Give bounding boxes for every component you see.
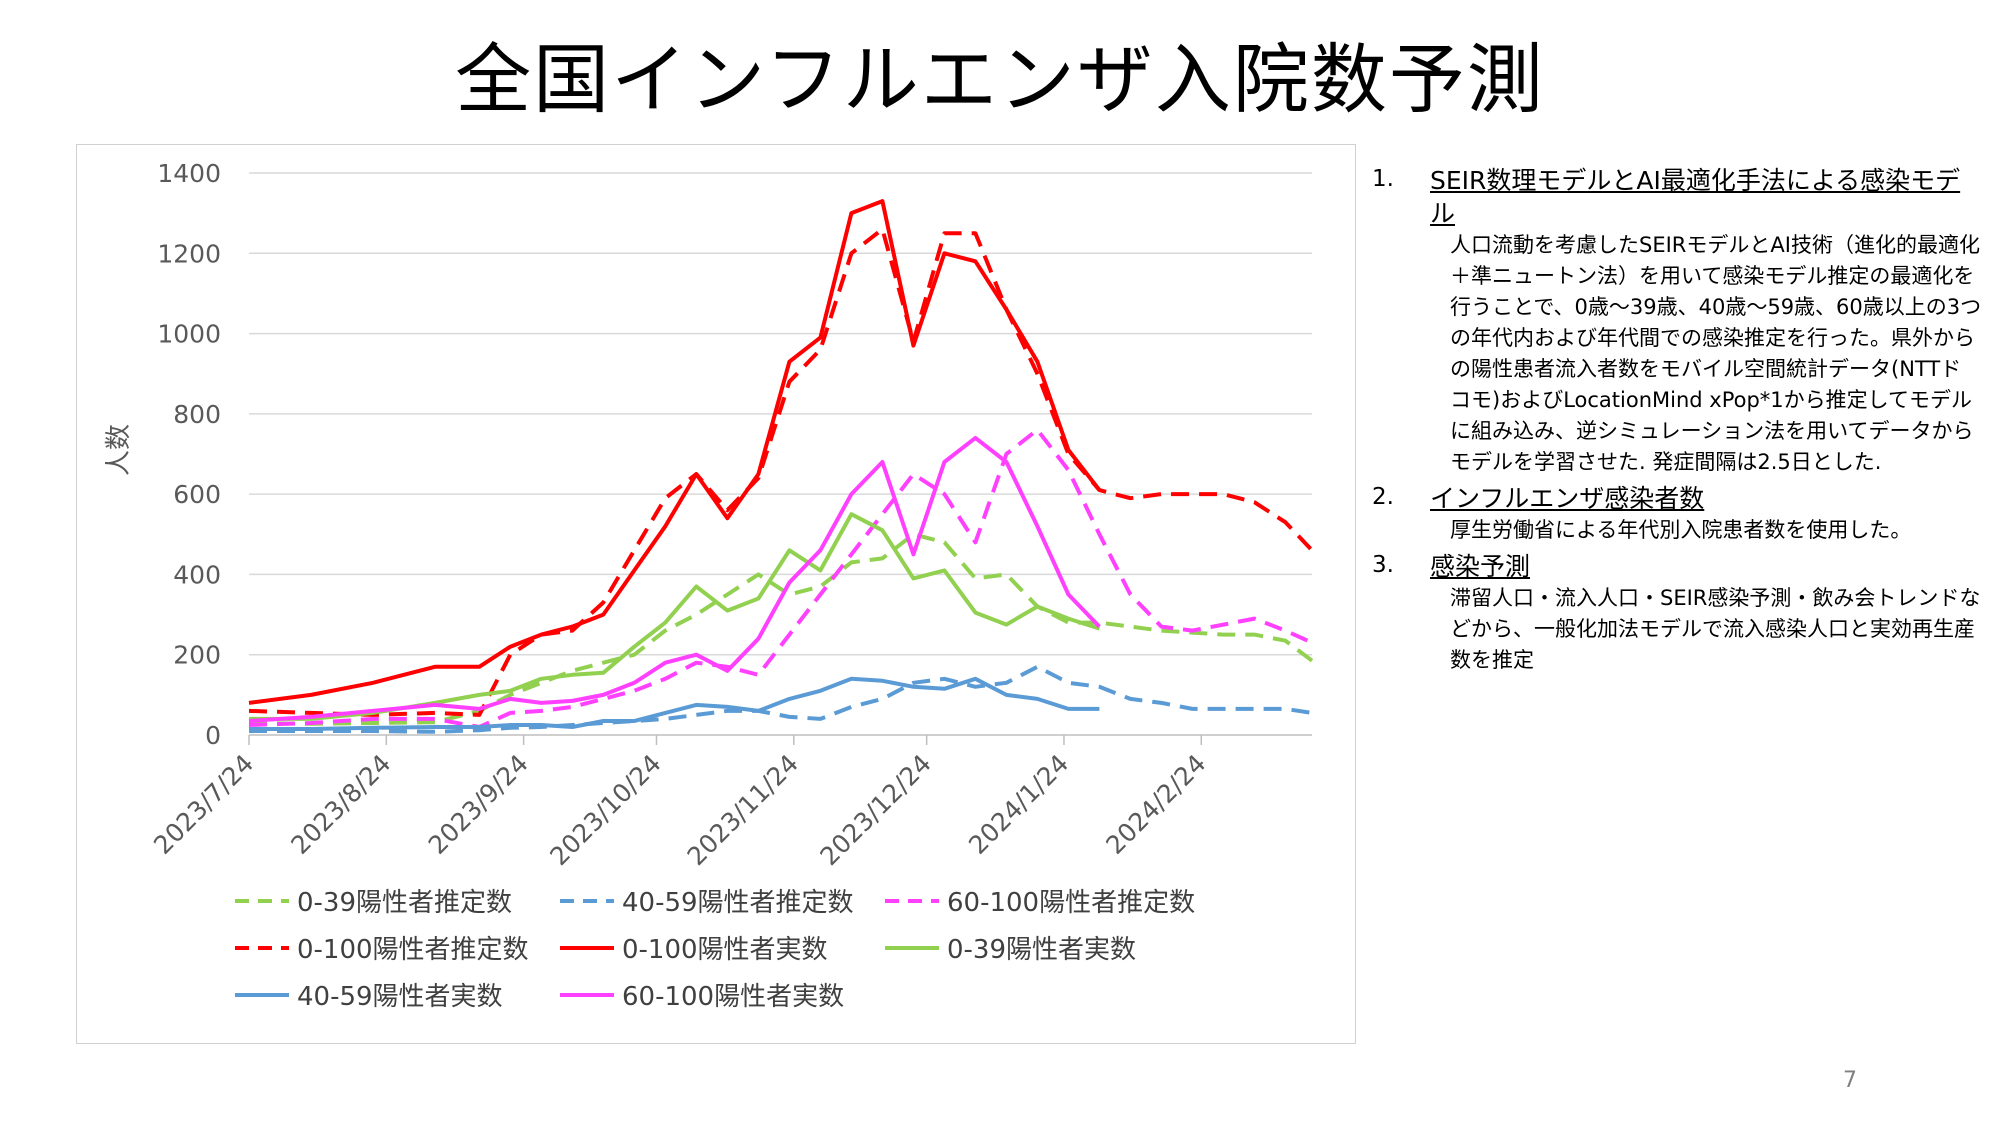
series-lines — [248, 199, 1314, 734]
x-tick-label: 2024/2/24 — [1100, 749, 1211, 860]
x-tick-labels: 2023/7/24 2023/8/24 2023/9/24 2023/10/24 202… — [148, 735, 1212, 871]
note-body: 厚生労働省による年代別入院患者数を使用した。 — [1450, 518, 1912, 542]
legend-swatch — [235, 898, 289, 903]
x-tick-label: 2023/9/24 — [423, 749, 534, 860]
legend-label: 60-100陽性者推定数 — [947, 888, 1196, 918]
chart-area: 0 200 400 600 800 1000 1200 1400 2023/7/24 2023/… — [76, 144, 1356, 1044]
series-line — [249, 512, 1101, 721]
gridlines — [249, 172, 1312, 736]
legend-label: 0-100陽性者推定数 — [297, 935, 529, 965]
notes-panel: 1. SEIR数理モデルとAI最適化手法による感染モデル 人口流動を考慮したSE… — [1372, 164, 1982, 680]
legend-label: 0-39陽性者推定数 — [297, 888, 513, 918]
legend-label: 40-59陽性者実数 — [297, 982, 503, 1012]
legend-item: 0-100陽性者推定数 — [235, 929, 529, 966]
note-heading: インフルエンザ感染者数 — [1430, 484, 1705, 513]
legend-swatch — [560, 945, 614, 950]
y-tick-label: 400 — [173, 560, 221, 589]
y-tick-label: 1400 — [157, 159, 221, 188]
legend-item: 60-100陽性者推定数 — [885, 882, 1195, 919]
y-tick-label: 1200 — [157, 239, 221, 268]
x-tick-label: 2023/11/24 — [682, 749, 804, 871]
legend-item: 0-39陽性者推定数 — [235, 882, 512, 919]
note-number: 3. — [1372, 552, 1394, 578]
legend-label: 0-100陽性者実数 — [622, 935, 828, 965]
x-tick-label: 2023/12/24 — [815, 749, 937, 871]
legend-item: 40-59陽性者推定数 — [560, 882, 854, 919]
legend-label: 60-100陽性者実数 — [622, 982, 845, 1012]
note-number: 2. — [1372, 484, 1394, 510]
series-line — [249, 664, 1313, 734]
note-body: 人口流動を考慮したSEIRモデルとAI技術（進化的最適化＋準ニュートン法）を用い… — [1450, 233, 1982, 474]
series-line — [248, 199, 1101, 705]
legend-swatch — [885, 898, 939, 903]
legend-label: 40-59陽性者推定数 — [622, 888, 854, 918]
y-tick-label: 1000 — [157, 320, 221, 349]
y-tick-label: 800 — [173, 400, 221, 429]
series-line — [248, 427, 1313, 729]
series-line — [248, 435, 1101, 723]
note-number: 1. — [1372, 166, 1394, 192]
series-line — [248, 227, 1314, 717]
legend-swatch — [235, 945, 289, 950]
x-tick-label: 2023/10/24 — [544, 749, 666, 871]
y-tick-label: 0 — [205, 721, 221, 750]
y-axis-label: 人数 — [104, 424, 134, 476]
legend-item: 40-59陽性者実数 — [235, 976, 503, 1013]
y-tick-labels: 0 200 400 600 800 1000 1200 1400 — [157, 159, 221, 750]
note-item: 2. インフルエンザ感染者数 厚生労働省による年代別入院患者数を使用した。 — [1372, 482, 1982, 546]
legend-item: 0-100陽性者実数 — [560, 929, 828, 966]
legend-swatch — [885, 945, 939, 950]
note-body: 滞留人口・流入人口・SEIR感染予測・飲み会トレンドなどから、一般化加法モデルで… — [1450, 586, 1981, 672]
y-tick-label: 600 — [173, 480, 221, 509]
page-number: 7 — [1843, 1068, 1857, 1093]
legend-swatch — [235, 992, 289, 997]
series-line — [249, 676, 1100, 731]
note-heading: 感染予測 — [1430, 552, 1531, 581]
slide-title: 全国インフルエンザ入院数予測 — [455, 35, 1545, 124]
legend-swatch — [560, 898, 614, 903]
x-tick-label: 2023/8/24 — [285, 749, 396, 860]
note-heading: SEIR数理モデルとAI最適化手法による感染モデル — [1430, 166, 1961, 228]
x-tick-label: 2024/1/24 — [963, 749, 1074, 860]
note-item: 3. 感染予測 滞留人口・流入人口・SEIR感染予測・飲み会トレンドなどから、一… — [1372, 550, 1982, 676]
note-item: 1. SEIR数理モデルとAI最適化手法による感染モデル 人口流動を考慮したSE… — [1372, 164, 1982, 478]
legend-swatch — [560, 992, 614, 997]
legend-label: 0-39陽性者実数 — [947, 935, 1137, 965]
x-tick-label: 2023/7/24 — [148, 749, 259, 860]
legend-item: 60-100陽性者実数 — [560, 976, 844, 1013]
legend-item: 0-39陽性者実数 — [885, 929, 1136, 966]
y-tick-label: 200 — [173, 641, 221, 670]
